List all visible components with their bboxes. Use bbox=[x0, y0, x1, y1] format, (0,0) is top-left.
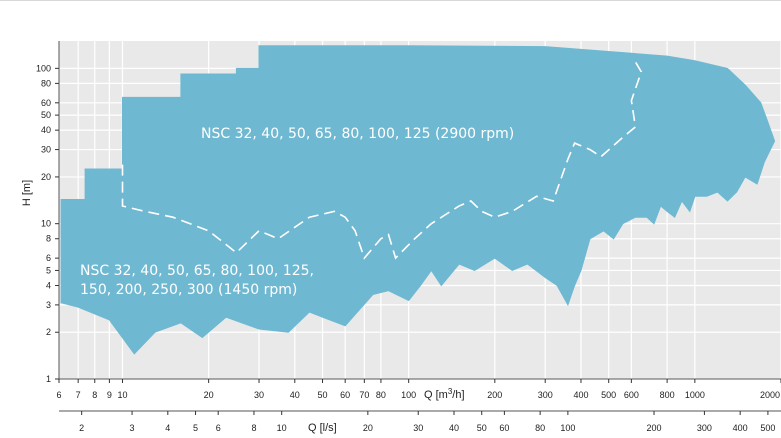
x-tick-label: 70 bbox=[359, 390, 369, 400]
x2-tick-label: 20 bbox=[363, 423, 373, 433]
x2-tick-label: 40 bbox=[449, 423, 459, 433]
x2-axis-label: Q [l/s] bbox=[308, 422, 337, 434]
x-axis-ls: 2 3 4 5 6 8 10 20 30 40 50 60 80 100 200 300 400 500 bbox=[59, 410, 781, 433]
x-tick-label: 400 bbox=[573, 390, 588, 400]
label-1450rpm-line1: NSC 32, 40, 50, 65, 80, 100, 125, bbox=[80, 263, 314, 279]
x2-tick-label: 10 bbox=[277, 423, 287, 433]
y-tick-label: 10 bbox=[41, 219, 51, 229]
y-tick-label: 2 bbox=[46, 327, 51, 337]
x-tick-label: 600 bbox=[624, 390, 639, 400]
coverage-regions bbox=[60, 45, 776, 355]
y-tick-label: 20 bbox=[41, 172, 51, 182]
x-tick-label: 800 bbox=[660, 390, 675, 400]
x-tick-label: 1000 bbox=[685, 390, 705, 400]
y-tick-label: 6 bbox=[46, 253, 51, 263]
x-tick-label: 200 bbox=[487, 390, 502, 400]
y-tick-label: 100 bbox=[36, 63, 51, 73]
y-tick-label: 60 bbox=[41, 98, 51, 108]
x-axis-label: Q [m3/h] bbox=[424, 387, 465, 401]
x-tick-label: 10 bbox=[117, 390, 127, 400]
x2-tick-label: 3 bbox=[130, 423, 135, 433]
x-tick-label: 8 bbox=[92, 390, 97, 400]
speed-boundary-dashed-line bbox=[121, 61, 643, 260]
x-axis-m3h: 6 7 8 9 10 20 30 40 50 60 70 80 100 200 300 400 500 600 80… bbox=[56, 378, 781, 400]
x-tick-label: 9 bbox=[107, 390, 112, 400]
label-2900rpm: NSC 32, 40, 50, 65, 80, 100, 125 (2900 r… bbox=[201, 126, 514, 142]
x2-tick-label: 500 bbox=[760, 423, 775, 433]
x2-tick-label: 300 bbox=[697, 423, 712, 433]
x-tick-label: 100 bbox=[401, 390, 416, 400]
x2-tick-label: 2 bbox=[79, 423, 84, 433]
x-tick-label: 7 bbox=[76, 390, 81, 400]
x-tick-label: 300 bbox=[538, 390, 553, 400]
label-1450rpm-line2: 150, 200, 250, 300 (1450 rpm) bbox=[80, 282, 297, 298]
y-tick-label: 8 bbox=[46, 234, 51, 244]
x2-tick-label: 80 bbox=[535, 423, 545, 433]
x2-tick-label: 5 bbox=[193, 423, 198, 433]
x-tick-label: 80 bbox=[376, 390, 386, 400]
y-tick-label: 3 bbox=[46, 300, 51, 310]
x2-tick-label: 200 bbox=[647, 423, 662, 433]
y-tick-label: 40 bbox=[41, 125, 51, 135]
region-1450rpm bbox=[60, 168, 591, 355]
x2-tick-label: 400 bbox=[733, 423, 748, 433]
x2-tick-label: 50 bbox=[477, 423, 487, 433]
dashed-boundary-line bbox=[121, 61, 643, 260]
x-tick-label: 50 bbox=[318, 390, 328, 400]
y-tick-label: 5 bbox=[46, 265, 51, 275]
x-tick-label: 500 bbox=[601, 390, 616, 400]
y-tick-label: 80 bbox=[41, 78, 51, 88]
x2-tick-label: 100 bbox=[560, 423, 575, 433]
x2-tick-label: 6 bbox=[216, 423, 221, 433]
y-tick-label: 4 bbox=[46, 280, 51, 290]
y-axis-label: H [m] bbox=[21, 180, 33, 206]
x2-tick-label: 60 bbox=[499, 423, 509, 433]
x-tick-label: 40 bbox=[290, 390, 300, 400]
x-tick-label: 60 bbox=[340, 390, 350, 400]
y-tick-label: 30 bbox=[41, 145, 51, 155]
x-tick-label: 30 bbox=[254, 390, 264, 400]
x-tick-label: 20 bbox=[204, 390, 214, 400]
x2-tick-label: 30 bbox=[413, 423, 423, 433]
x2-tick-label: 8 bbox=[251, 423, 256, 433]
x-tick-label: 6 bbox=[56, 390, 61, 400]
y-tick-label: 50 bbox=[41, 110, 51, 120]
x-tick-label: 2000 bbox=[760, 390, 780, 400]
y-axis: 1 2 3 4 5 6 8 10 20 30 40 50 60 80 100 bbox=[36, 41, 60, 384]
x2-tick-label: 4 bbox=[165, 423, 170, 433]
y-tick-label: 1 bbox=[46, 374, 51, 384]
